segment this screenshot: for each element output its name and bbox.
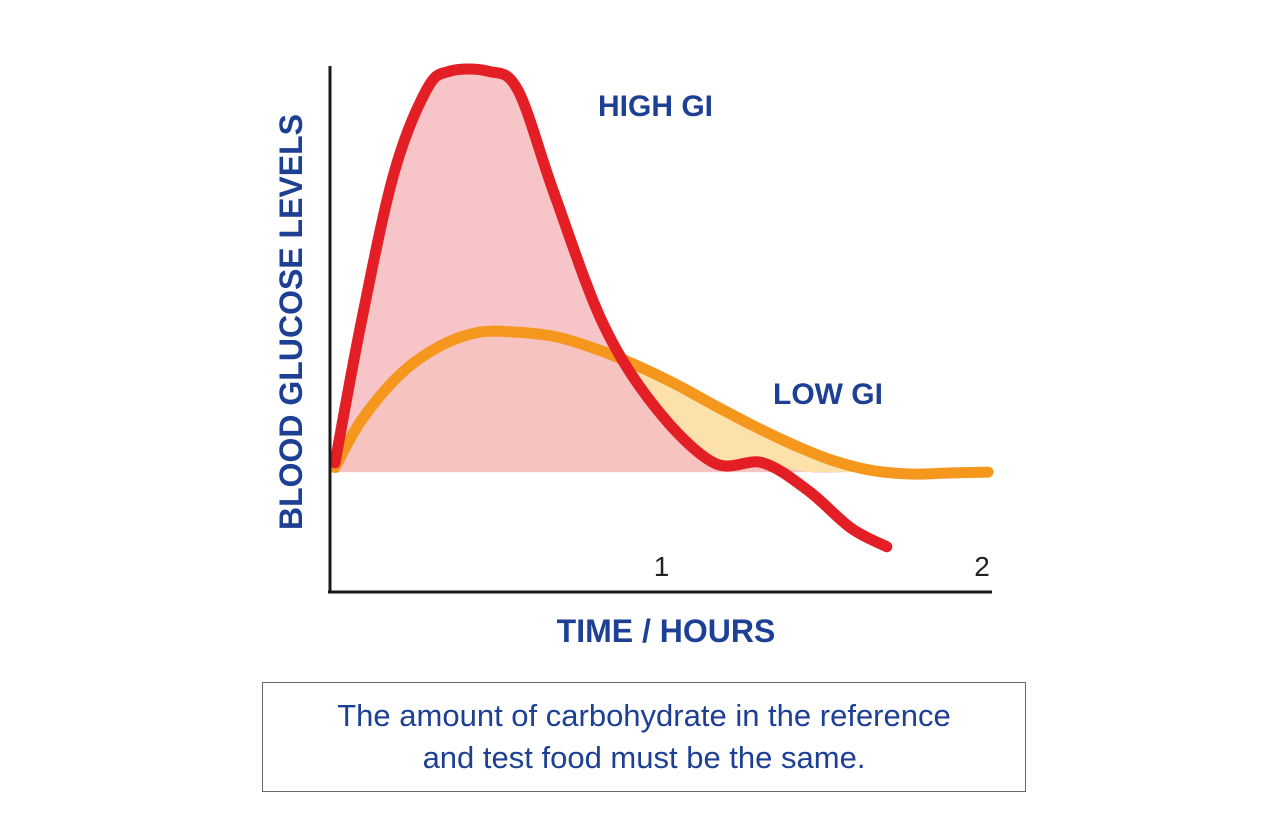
series-line-high-gi — [329, 63, 893, 553]
note-line-1: The amount of carbohydrate in the refere… — [337, 698, 951, 733]
y-axis-title: BLOOD GLUCOSE LEVELS — [273, 114, 309, 530]
series-lines — [329, 63, 994, 553]
x-axis-title: TIME / HOURS — [557, 613, 776, 649]
series-label-low-gi: LOW GI — [773, 378, 883, 411]
x-tick-label: 1 — [654, 551, 670, 582]
x-tick-label: 2 — [974, 551, 990, 582]
note-line-2: and test food must be the same. — [422, 740, 866, 775]
series-line-low-gi — [329, 325, 994, 480]
area-fills — [335, 68, 988, 473]
note-text: The amount of carbohydrate in the refere… — [274, 695, 1014, 779]
note-box: The amount of carbohydrate in the refere… — [262, 682, 1026, 792]
area-fill-high-gi — [335, 68, 887, 473]
series-label-high-gi: HIGH GI — [598, 90, 713, 123]
